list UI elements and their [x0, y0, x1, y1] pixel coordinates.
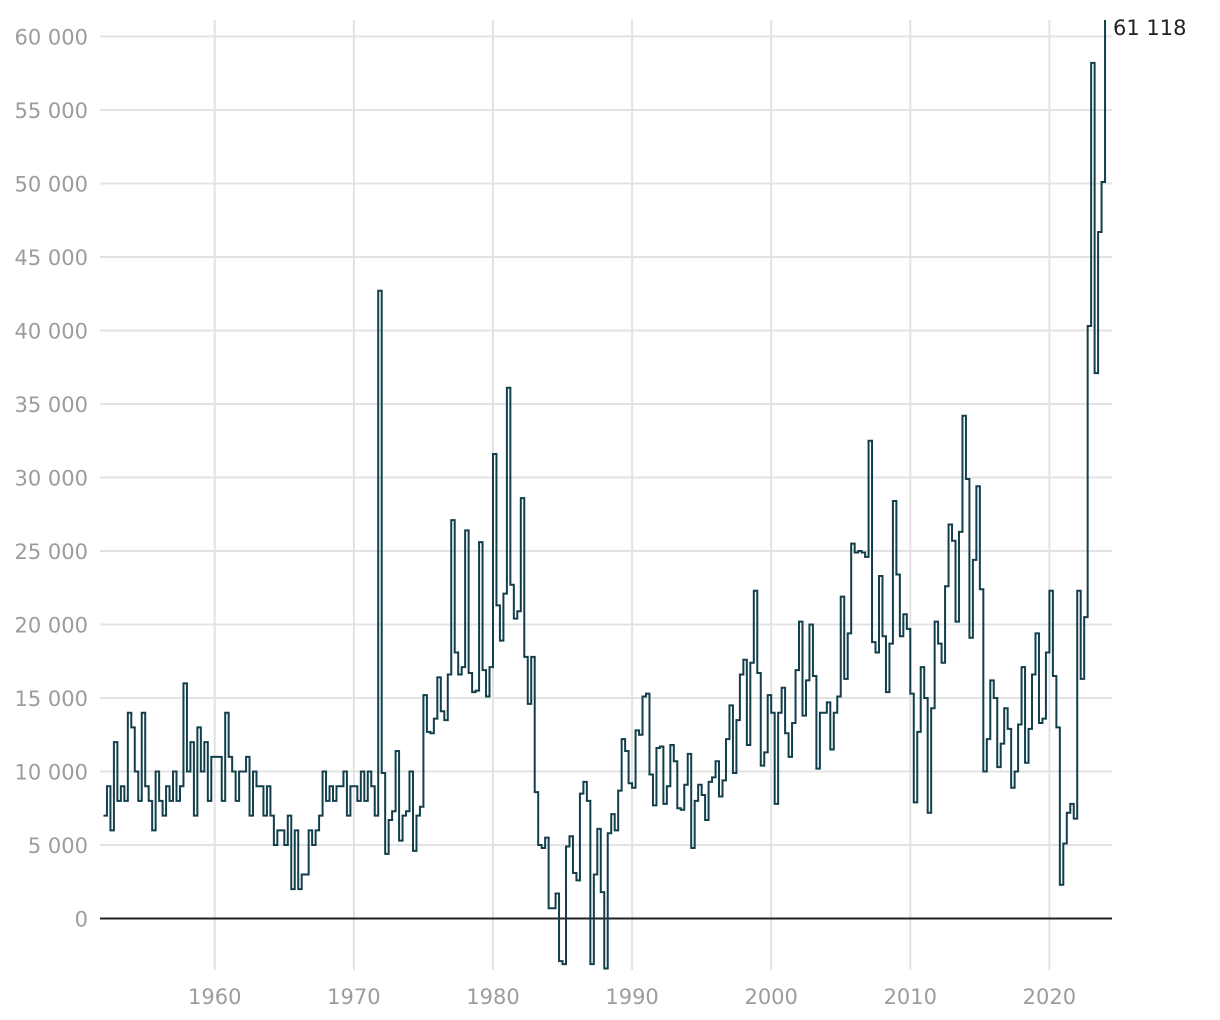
y-tick-label: 20 000	[15, 614, 88, 638]
y-tick-label: 40 000	[15, 319, 88, 343]
x-tick-label: 1960	[188, 985, 241, 1009]
y-gridlines	[100, 35, 1112, 847]
x-tick-label: 2000	[744, 985, 797, 1009]
x-gridlines	[213, 20, 1051, 970]
y-tick-label: 45 000	[15, 246, 88, 270]
y-tick-label: 35 000	[15, 393, 88, 417]
x-tick-label: 2010	[884, 985, 937, 1009]
y-tick-label: 30 000	[15, 466, 88, 490]
y-axis-tick-labels: 0 5 000 10 000 15 000 20 000 25 000 30 000 35 0…	[15, 25, 88, 931]
y-tick-label: 50 000	[15, 172, 88, 196]
x-tick-label: 1970	[327, 985, 380, 1009]
y-tick-label: 15 000	[15, 687, 88, 711]
x-tick-label: 2020	[1023, 985, 1076, 1009]
y-tick-label: 0	[75, 908, 88, 932]
y-tick-label: 60 000	[15, 25, 88, 49]
end-value-label: 61 118	[1113, 16, 1186, 40]
series-line	[103, 20, 1107, 970]
x-axis-tick-labels: 1960 1970 1980 1990 2000 2010 2020	[188, 985, 1076, 1009]
y-tick-label: 5 000	[28, 834, 88, 858]
y-tick-label: 25 000	[15, 540, 88, 564]
y-tick-label: 10 000	[15, 761, 88, 785]
x-tick-label: 1980	[466, 985, 519, 1009]
y-tick-label: 55 000	[15, 99, 88, 123]
x-tick-label: 1990	[605, 985, 658, 1009]
